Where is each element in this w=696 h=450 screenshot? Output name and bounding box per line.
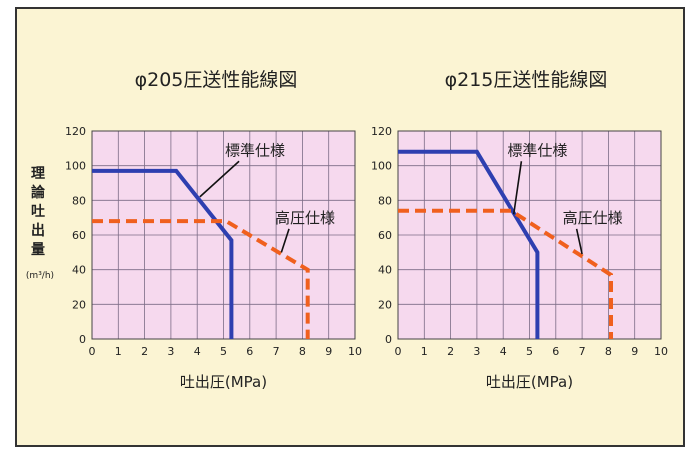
x-tick-label: 5 — [526, 345, 533, 358]
y-tick-label: 20 — [378, 298, 392, 311]
y-tick-label: 60 — [72, 229, 86, 242]
y-tick-label: 0 — [385, 333, 392, 346]
y-tick-label: 40 — [378, 264, 392, 277]
annotation-leader-line — [512, 161, 523, 215]
chart-title: φ215圧送性能線図 — [445, 69, 608, 91]
high-pressure-series-line — [398, 208, 613, 339]
x-tick-label: 0 — [89, 345, 96, 358]
ylabel-char: 吐 — [31, 204, 45, 220]
annotation-label: 標準仕様 — [225, 141, 285, 159]
x-axis-label: 吐出圧(MPa) — [486, 373, 573, 391]
x-tick-label: 7 — [579, 345, 586, 358]
annotation-label: 高圧仕様 — [563, 209, 623, 227]
x-tick-label: 6 — [552, 345, 559, 358]
standard-series-line — [398, 149, 540, 339]
y-tick-label: 0 — [79, 333, 86, 346]
annotation-leader-line — [199, 160, 240, 198]
x-tick-label: 4 — [194, 345, 201, 358]
ylabel-char: 論 — [31, 184, 46, 201]
x-tick-label: 10 — [654, 345, 668, 358]
ylabel-char: 理 — [31, 166, 45, 182]
x-tick-label: 7 — [273, 345, 280, 358]
x-tick-label: 2 — [141, 345, 148, 358]
x-tick-label: 6 — [246, 345, 253, 358]
x-tick-label: 9 — [631, 345, 638, 358]
y-tick-label: 20 — [72, 298, 86, 311]
standard-series-line — [92, 168, 234, 339]
ylabel-char: 量 — [31, 242, 45, 258]
y-tick-label: 100 — [65, 160, 86, 173]
y-tick-label: 60 — [378, 229, 392, 242]
y-axis-title: 理 論 吐 出 量 (m³/h) — [26, 166, 54, 281]
plot-frame — [397, 130, 662, 340]
x-tick-label: 1 — [115, 345, 122, 358]
x-tick-label: 9 — [325, 345, 332, 358]
x-tick-label: 4 — [500, 345, 507, 358]
annotation-leader-line — [280, 228, 290, 253]
x-tick-label: 3 — [167, 345, 174, 358]
y-tick-label: 120 — [65, 125, 86, 138]
annotation-leader-line — [575, 228, 583, 255]
y-unit: (m³/h) — [26, 271, 54, 281]
x-tick-label: 3 — [473, 345, 480, 358]
x-tick-label: 8 — [605, 345, 612, 358]
x-tick-label: 5 — [220, 345, 227, 358]
y-tick-label: 80 — [72, 194, 86, 207]
plot-frame — [91, 130, 356, 340]
y-tick-label: 80 — [378, 194, 392, 207]
annotation-label: 高圧仕様 — [275, 209, 335, 227]
x-tick-label: 2 — [447, 345, 454, 358]
chart-title: φ205圧送性能線図 — [135, 69, 298, 91]
x-tick-label: 8 — [299, 345, 306, 358]
x-tick-label: 10 — [348, 345, 362, 358]
y-tick-label: 40 — [72, 264, 86, 277]
x-tick-label: 1 — [421, 345, 428, 358]
x-axis-label: 吐出圧(MPa) — [180, 373, 267, 391]
annotation-label: 標準仕様 — [507, 141, 567, 159]
y-tick-label: 100 — [371, 160, 392, 173]
x-tick-label: 0 — [395, 345, 402, 358]
y-tick-label: 120 — [371, 125, 392, 138]
ylabel-char: 出 — [31, 222, 45, 239]
high-pressure-series-line — [92, 219, 310, 339]
